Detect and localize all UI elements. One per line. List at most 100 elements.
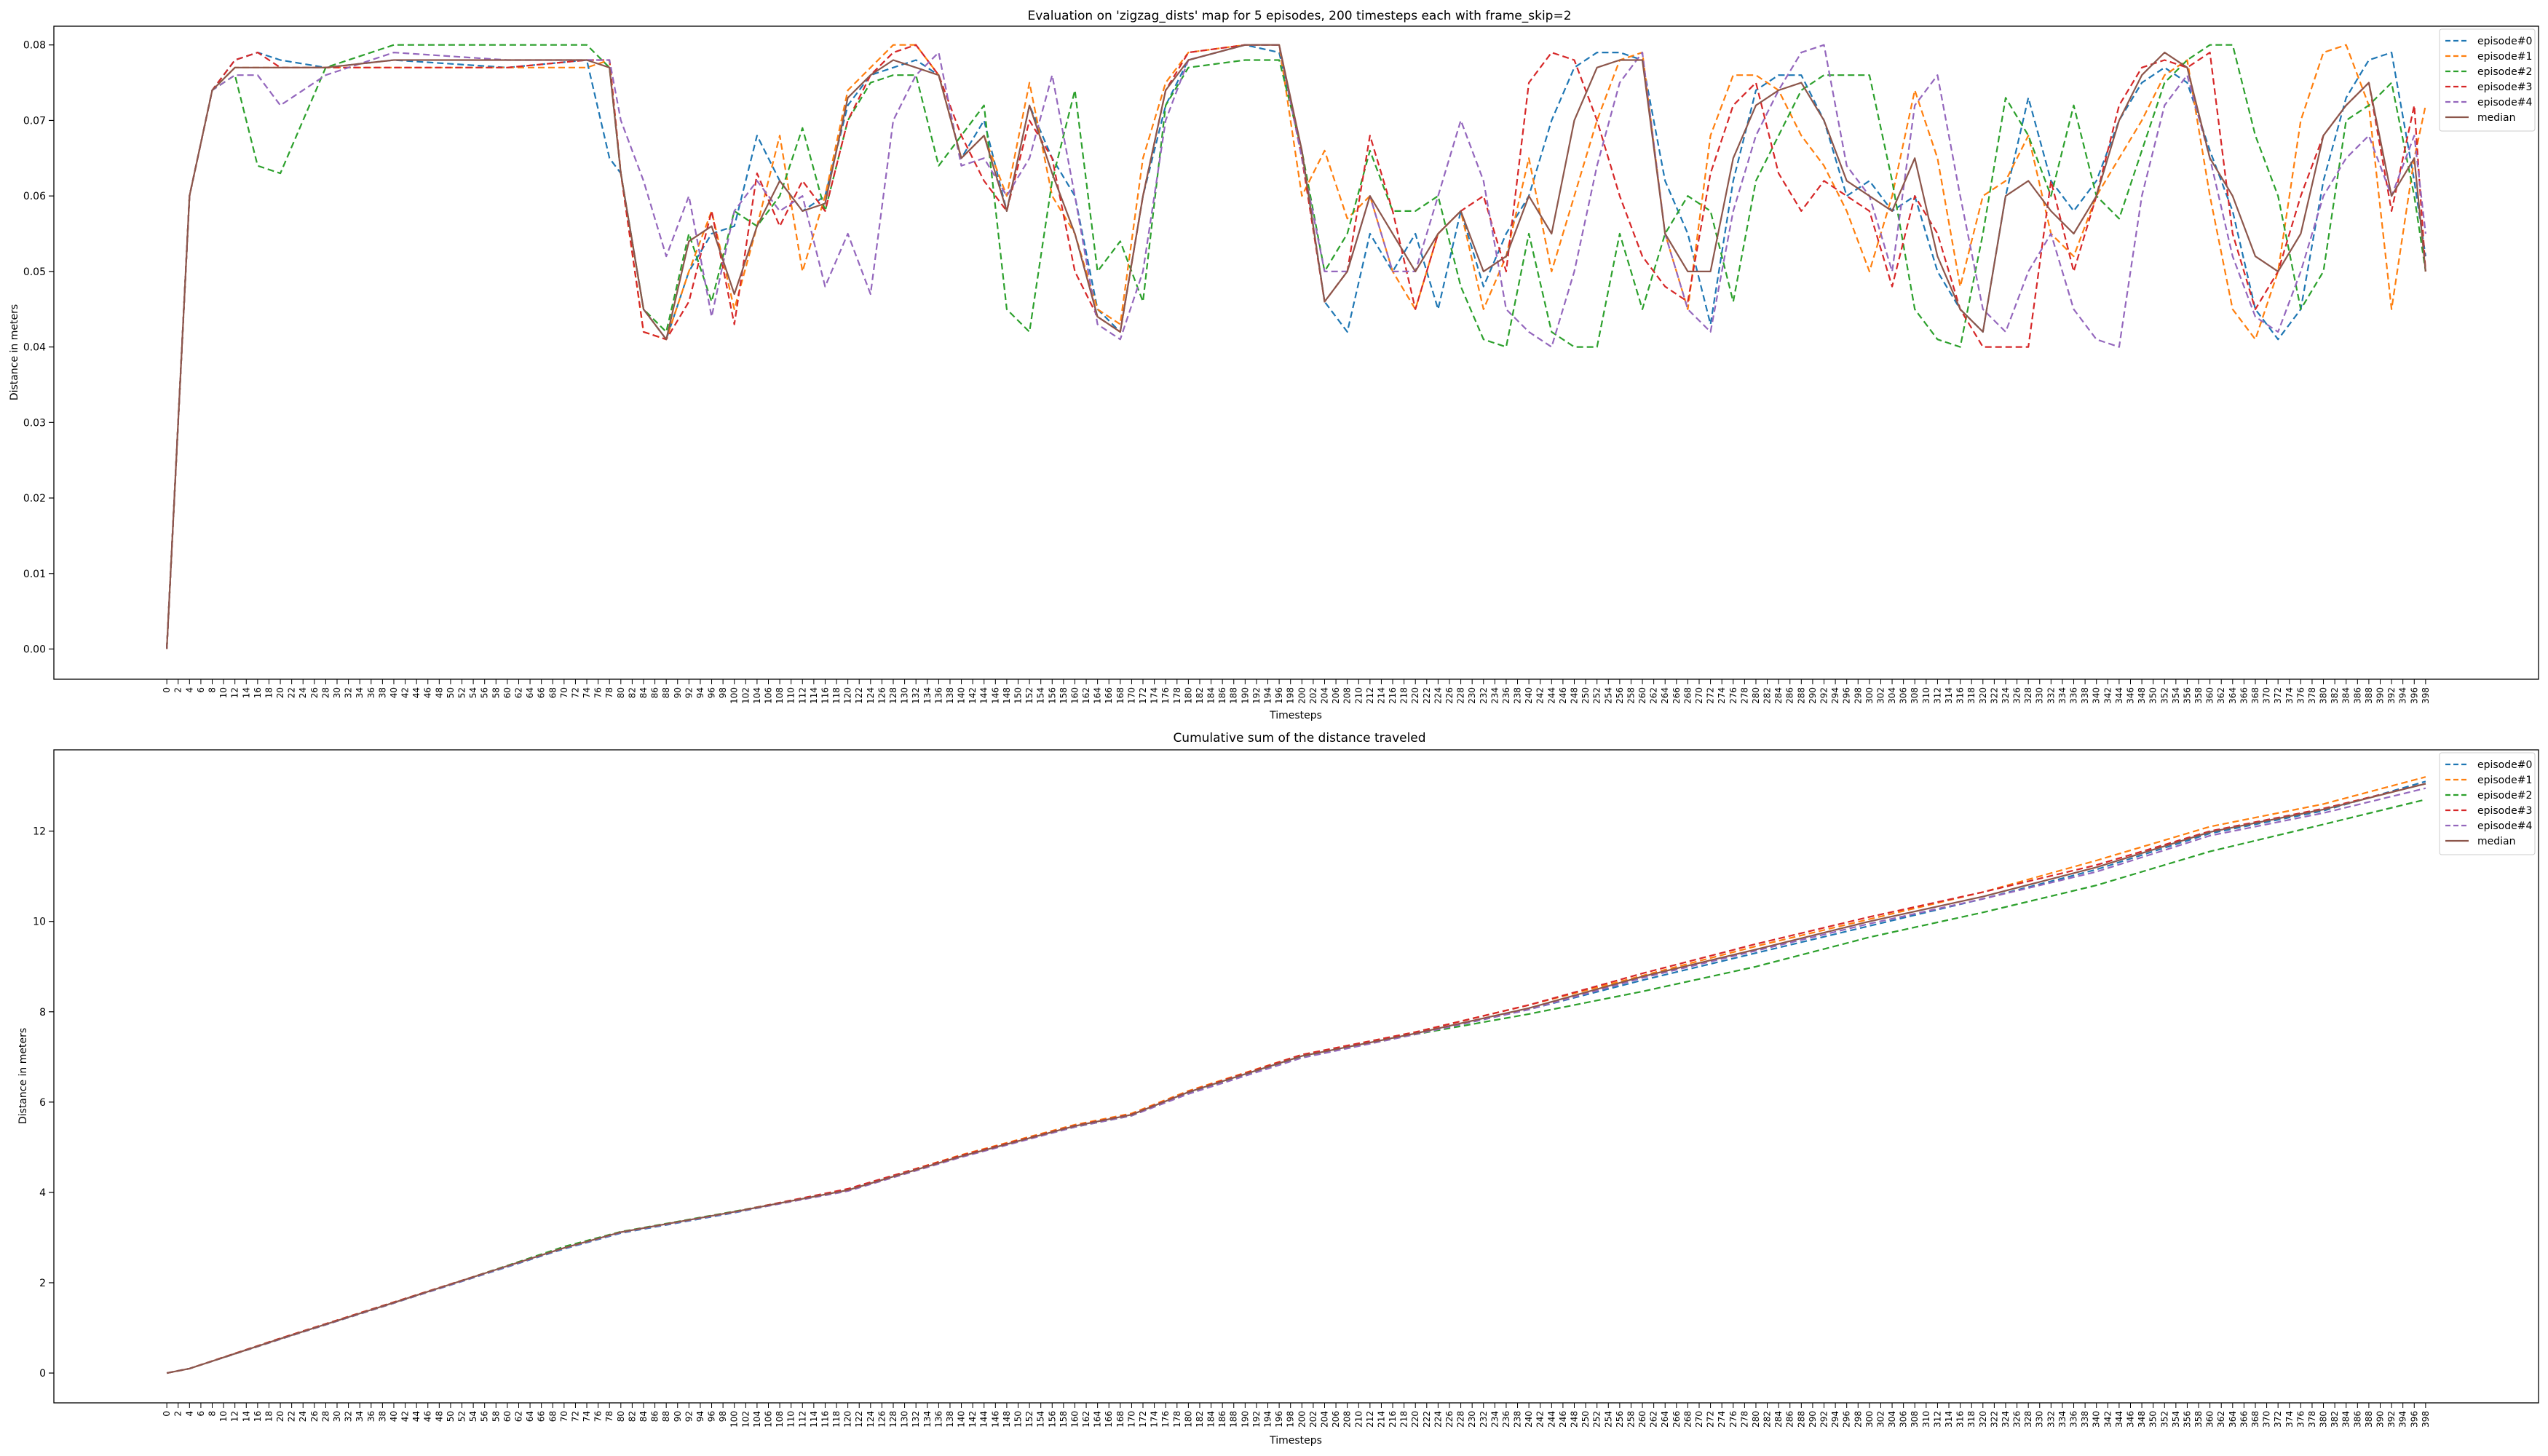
distance-plot-x-tick-label: 366	[2239, 687, 2249, 704]
cumulative-plot-x-tick-label: 194	[1263, 1411, 1273, 1428]
cumulative-plot-x-tick-label: 14	[241, 1411, 251, 1422]
cumulative-plot-x-tick-label: 342	[2102, 1411, 2113, 1428]
distance-plot-x-tick-label: 358	[2193, 687, 2204, 704]
cumulative-plot-x-tick-label: 72	[570, 1411, 580, 1422]
distance-plot-x-tick-label: 312	[1932, 687, 1942, 704]
distance-plot-legend-label: episode#2	[2477, 66, 2532, 78]
distance-plot-x-tick-label: 340	[2092, 687, 2102, 704]
cumulative-plot-x-tick-label: 144	[979, 1411, 989, 1428]
cumulative-plot-x-tick-label: 60	[502, 1411, 513, 1422]
distance-plot-x-tick-label: 62	[513, 687, 523, 698]
distance-plot-x-tick-label: 378	[2307, 687, 2317, 704]
cumulative-plot-x-tick-label: 116	[820, 1411, 830, 1428]
distance-plot-x-tick-label: 262	[1649, 687, 1659, 704]
cumulative-plot-x-tick-label: 240	[1524, 1411, 1534, 1428]
cumulative-plot-x-tick-label: 190	[1240, 1411, 1250, 1428]
distance-plot-x-tick-label: 396	[2409, 687, 2419, 704]
cumulative-plot-x-tick-label: 96	[707, 1411, 717, 1422]
cumulative-plot-x-tick-label: 246	[1558, 1411, 1568, 1428]
cumulative-plot-x-tick-label: 242	[1535, 1411, 1546, 1428]
cumulative-plot-x-tick-label: 142	[968, 1411, 978, 1428]
distance-plot-x-tick-label: 180	[1183, 687, 1193, 704]
cumulative-plot-x-tick-label: 294	[1830, 1411, 1840, 1428]
distance-plot-x-tick-label: 148	[1002, 687, 1012, 704]
distance-plot-x-tick-label: 202	[1308, 687, 1318, 704]
cumulative-plot-x-tick-label: 150	[1013, 1411, 1024, 1428]
cumulative-plot-x-tick-label: 220	[1410, 1411, 1420, 1428]
cumulative-plot-x-tick-label: 198	[1286, 1411, 1296, 1428]
distance-plot-x-tick-label: 326	[2012, 687, 2022, 704]
distance-plot-x-tick-label: 338	[2080, 687, 2090, 704]
cumulative-plot-x-tick-label: 366	[2239, 1411, 2249, 1428]
cumulative-plot-x-tick-label: 312	[1932, 1411, 1942, 1428]
cumulative-plot-x-tick-label: 218	[1399, 1411, 1409, 1428]
cumulative-plot-x-tick-label: 396	[2409, 1411, 2419, 1428]
distance-plot-y-tick-label: 0.01	[23, 569, 46, 580]
distance-plot-x-tick-label: 268	[1682, 687, 1693, 704]
cumulative-plot-x-tick-label: 88	[661, 1411, 671, 1422]
cumulative-plot-x-tick-label: 84	[638, 1411, 649, 1422]
cumulative-plot-x-tick-label: 334	[2057, 1411, 2068, 1428]
distance-plot-x-tick-label: 44	[411, 687, 422, 698]
cumulative-plot-x-tick-label: 162	[1081, 1411, 1091, 1428]
cumulative-plot-x-tick-label: 128	[888, 1411, 898, 1428]
cumulative-plot-x-tick-label: 186	[1217, 1411, 1227, 1428]
distance-plot-x-tick-label: 204	[1319, 687, 1329, 704]
distance-plot-x-tick-label: 162	[1081, 687, 1091, 704]
cumulative-plot-x-tick-label: 356	[2182, 1411, 2192, 1428]
distance-plot-x-tick-label: 394	[2398, 687, 2408, 704]
cumulative-plot-x-tick-label: 146	[990, 1411, 1000, 1428]
distance-plot-x-tick-label: 298	[1853, 687, 1863, 704]
distance-plot-x-tick-label: 282	[1762, 687, 1773, 704]
cumulative-plot-x-tick-label: 36	[366, 1411, 376, 1422]
distance-plot-x-tick-label: 8	[207, 687, 218, 693]
distance-plot-x-tick-label: 280	[1751, 687, 1761, 704]
distance-plot-x-tick-label: 64	[525, 687, 535, 698]
distance-plot-x-tick-label: 306	[1899, 687, 1909, 704]
cumulative-plot-x-tick-label: 46	[423, 1411, 433, 1422]
cumulative-plot-x-tick-label: 324	[2001, 1411, 2011, 1428]
distance-plot-x-tick-label: 104	[752, 687, 762, 704]
cumulative-plot-x-tick-label: 102	[740, 1411, 751, 1428]
cumulative-plot-x-tick-label: 392	[2386, 1411, 2397, 1428]
distance-plot-x-tick-label: 158	[1059, 687, 1069, 704]
cumulative-plot-x-tick-label: 320	[1978, 1411, 1988, 1428]
cumulative-plot-x-tick-label: 76	[593, 1411, 604, 1422]
distance-plot-x-tick-label: 188	[1229, 687, 1239, 704]
cumulative-plot-x-tick-label: 370	[2262, 1411, 2272, 1428]
distance-plot-x-tick-label: 84	[638, 687, 649, 698]
cumulative-plot-x-tick-label: 208	[1342, 1411, 1353, 1428]
distance-plot-x-tick-label: 328	[2023, 687, 2033, 704]
distance-plot-x-tick-label: 34	[355, 687, 365, 698]
distance-plot-x-tick-label: 294	[1830, 687, 1840, 704]
distance-plot-x-tick-label: 128	[888, 687, 898, 704]
cumulative-plot-x-tick-label: 62	[513, 1411, 523, 1422]
distance-plot-x-tick-label: 178	[1172, 687, 1182, 704]
cumulative-plot-x-tick-label: 130	[900, 1411, 910, 1428]
cumulative-plot-x-tick-label: 254	[1603, 1411, 1613, 1428]
distance-plot-x-tick-label: 270	[1694, 687, 1704, 704]
distance-plot-x-tick-label: 248	[1569, 687, 1579, 704]
cumulative-plot-x-tick-label: 180	[1183, 1411, 1193, 1428]
distance-plot-x-tick-label: 80	[616, 687, 626, 698]
cumulative-plot-x-tick-label: 224	[1433, 1411, 1443, 1428]
distance-plot-x-tick-label: 386	[2352, 687, 2362, 704]
cumulative-plot-x-tick-label: 280	[1751, 1411, 1761, 1428]
distance-plot-x-tick-label: 150	[1013, 687, 1024, 704]
distance-plot-x-tick-label: 238	[1513, 687, 1523, 704]
cumulative-plot-x-tick-label: 70	[559, 1411, 569, 1422]
cumulative-plot-x-tick-label: 176	[1160, 1411, 1171, 1428]
distance-plot-x-tick-label: 18	[264, 687, 274, 698]
distance-plot-x-tick-label: 122	[854, 687, 864, 704]
cumulative-plot-x-tick-label: 106	[763, 1411, 773, 1428]
cumulative-plot-x-tick-label: 302	[1875, 1411, 1886, 1428]
cumulative-plot-x-tick-label: 32	[344, 1411, 354, 1422]
cumulative-plot-x-tick-label: 310	[1921, 1411, 1931, 1428]
distance-plot-x-tick-label: 132	[911, 687, 921, 704]
distance-plot-x-tick-label: 214	[1376, 687, 1386, 704]
distance-plot-x-tick-label: 250	[1580, 687, 1591, 704]
cumulative-plot-x-tick-label: 92	[684, 1411, 694, 1422]
distance-plot-x-tick-label: 318	[1966, 687, 1977, 704]
distance-plot-x-tick-label: 96	[707, 687, 717, 698]
cumulative-plot-x-tick-label: 140	[957, 1411, 967, 1428]
